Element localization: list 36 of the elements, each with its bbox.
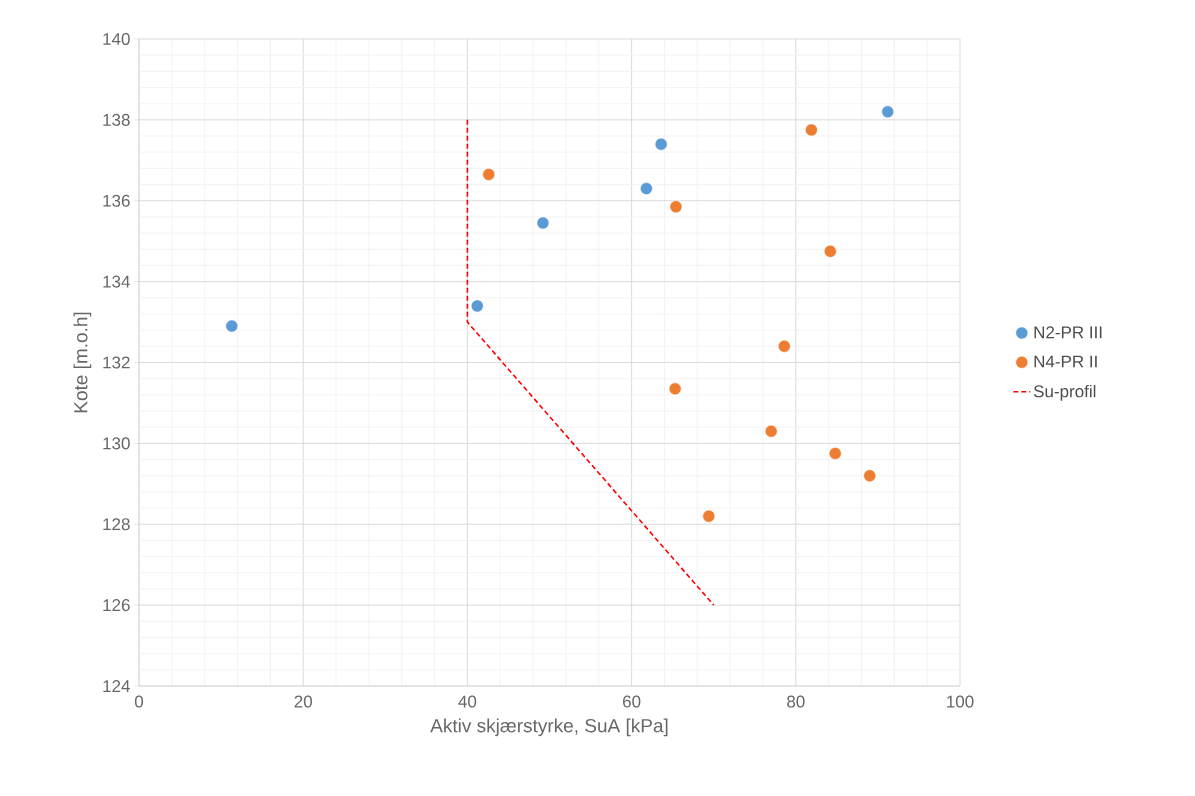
- point: [640, 182, 653, 195]
- point: [536, 216, 550, 230]
- x-axis-title: Aktiv skjærstyrke, SuA [kPa]: [430, 718, 668, 737]
- y-tick-label: 136: [103, 194, 130, 207]
- legend-label: N2-PR III: [1034, 326, 1102, 339]
- point: [828, 447, 842, 460]
- point: [764, 424, 778, 438]
- point: [654, 137, 668, 151]
- x-tick-label: 80: [787, 695, 805, 708]
- point: [824, 245, 837, 258]
- point: [668, 382, 682, 396]
- x-tick-label: 100: [947, 695, 974, 708]
- point: [669, 200, 683, 214]
- y-axis-title: Kote [m.o.h]: [73, 312, 92, 413]
- point: [702, 509, 716, 523]
- legend-label: N4-PR II: [1034, 355, 1097, 368]
- y-tick-label: 134: [103, 275, 130, 288]
- y-tick-label: 138: [103, 113, 130, 126]
- point: [471, 299, 484, 313]
- point: [881, 105, 895, 119]
- y-tick-label: 128: [103, 518, 130, 531]
- x-tick-label: 0: [134, 695, 144, 708]
- point: [805, 123, 818, 137]
- y-tick-label: 130: [103, 437, 130, 450]
- x-tick-label: 60: [623, 695, 641, 708]
- point: [863, 469, 876, 482]
- y-tick-label: 140: [103, 32, 130, 46]
- legend-label: Su-profil: [1033, 384, 1096, 401]
- point: [778, 340, 791, 353]
- x-tick-label: 40: [458, 695, 477, 708]
- y-tick-label: 124: [103, 680, 130, 692]
- point: [225, 319, 239, 333]
- y-tick-label: 126: [103, 599, 130, 612]
- y-tick-label: 132: [103, 356, 130, 369]
- point: [482, 168, 495, 181]
- x-tick-label: 20: [294, 695, 312, 708]
